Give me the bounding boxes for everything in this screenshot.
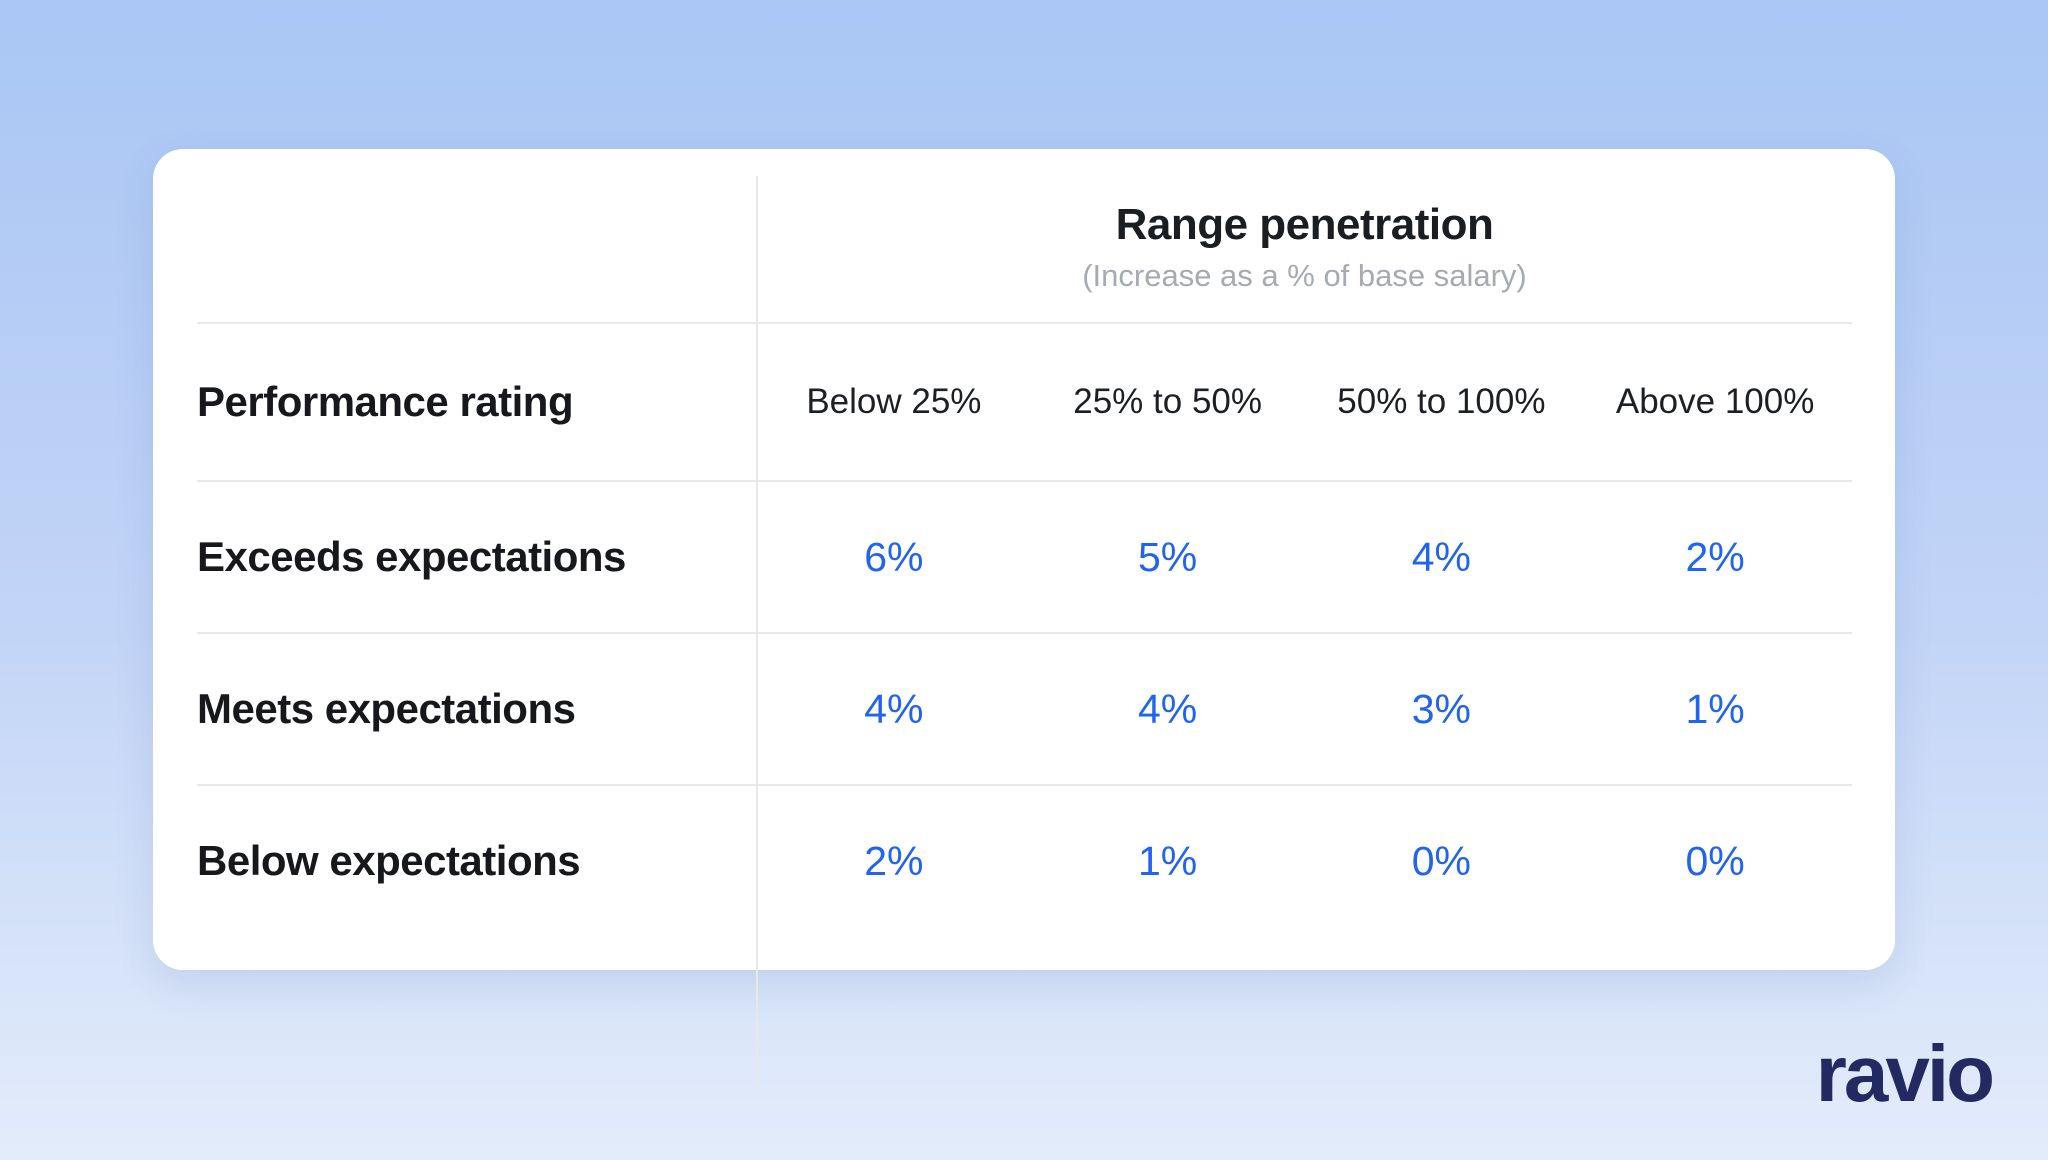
value-cell: 1%: [1685, 685, 1745, 732]
column-header-50-to-100: 50% to 100%: [1337, 382, 1546, 421]
column-header-above-100: Above 100%: [1615, 382, 1815, 421]
value-cell: 1%: [1137, 837, 1198, 884]
value-cell: 4%: [1137, 685, 1198, 732]
vertical-divider: [756, 176, 758, 1092]
value-cell: 5%: [1137, 533, 1198, 580]
row-values-exceeds: 6% 5% 4% 2%: [757, 534, 1852, 581]
title-block: Range penetration (Increase as a % of ba…: [757, 178, 1852, 294]
value-cell: 0%: [1685, 837, 1745, 884]
row-label-exceeds: Exceeds expectations: [197, 533, 626, 580]
value-cell: 3%: [1411, 685, 1471, 732]
table-row-below: Below expectations 2% 1% 0% 0%: [153, 785, 1895, 937]
title-pane: Range penetration (Increase as a % of ba…: [757, 178, 1852, 294]
horizontal-divider-2: [197, 480, 1852, 482]
column-header-below-25: Below 25%: [806, 382, 982, 421]
ravio-logo: ravio: [1815, 1029, 1995, 1118]
value-cell: 0%: [1411, 837, 1471, 884]
value-cell: 2%: [864, 837, 924, 884]
matrix-card: Range penetration (Increase as a % of ba…: [153, 149, 1895, 1092]
horizontal-divider-1: [197, 322, 1852, 324]
column-header-25-to-50: 25% to 50%: [1073, 382, 1262, 421]
table-row-meets: Meets expectations 4% 4% 3% 1%: [153, 633, 1895, 785]
horizontal-divider-4: [197, 784, 1852, 786]
value-cell: 2%: [1685, 533, 1745, 580]
table-title: Range penetration: [1115, 200, 1494, 249]
value-cell: 4%: [864, 685, 924, 732]
row-values-meets: 4% 4% 3% 1%: [757, 686, 1852, 733]
column-headers-pane: Below 25% 25% to 50% 50% to 100% Above 1…: [757, 382, 1852, 422]
table-row-exceeds: Exceeds expectations 6% 5% 4% 2%: [153, 481, 1895, 633]
column-header-row: Performance rating Below 25% 25% to 50% …: [153, 323, 1895, 481]
row-values-below: 2% 1% 0% 0%: [757, 838, 1852, 885]
row-label-below: Below expectations: [197, 837, 581, 884]
value-cell: 6%: [864, 533, 924, 580]
table-subtitle: (Increase as a % of base salary): [1082, 258, 1527, 293]
row-label-meets: Meets expectations: [197, 685, 576, 732]
row-header-label: Performance rating: [197, 378, 574, 425]
horizontal-divider-3: [197, 632, 1852, 634]
title-row: Range penetration (Increase as a % of ba…: [153, 149, 1895, 323]
value-cell: 4%: [1411, 533, 1471, 580]
